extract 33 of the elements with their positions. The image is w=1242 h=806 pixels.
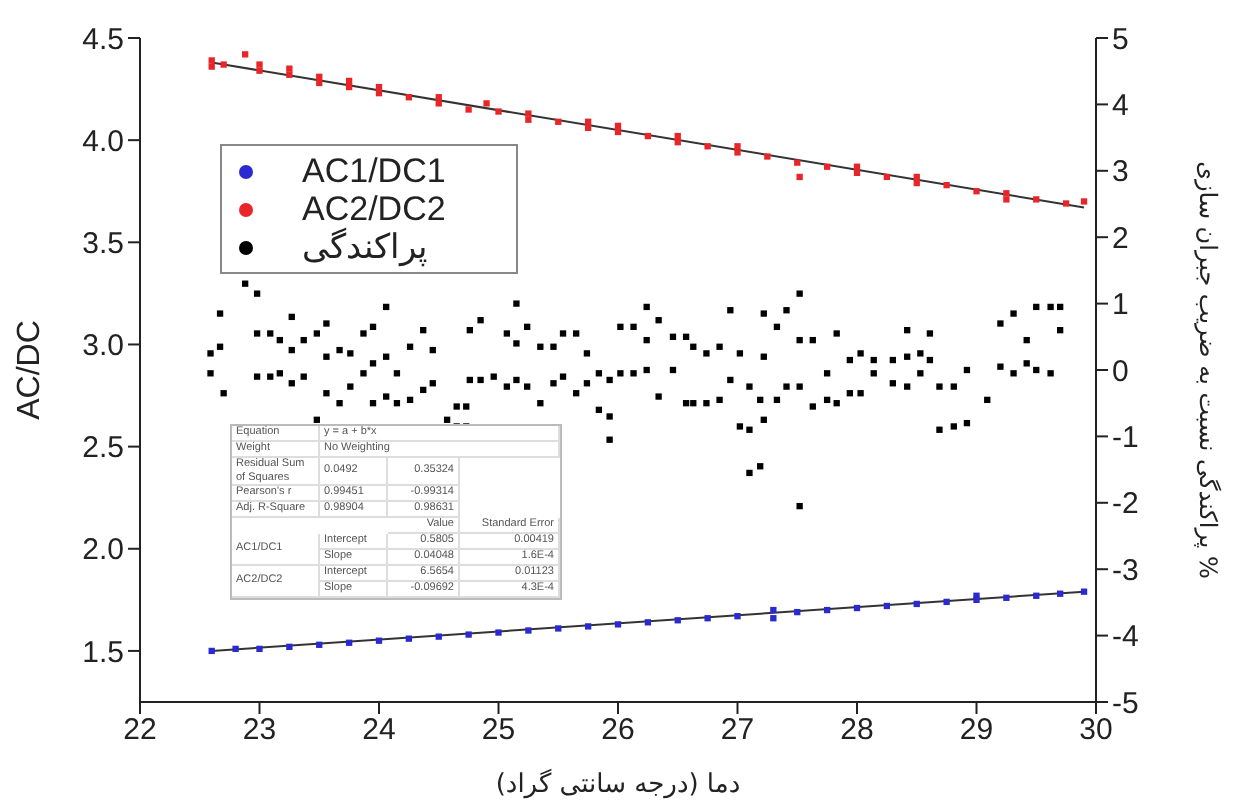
y2-tick-label: 1: [1112, 288, 1129, 323]
x-tick-label: 25: [481, 713, 516, 748]
y2-tick-label: 4: [1112, 89, 1129, 124]
y-tick-label: 2.0: [82, 533, 124, 568]
y-tick-label: 3.5: [82, 226, 124, 261]
y2-tick-label: -4: [1112, 620, 1139, 655]
y2-tick-label: 2: [1112, 221, 1129, 256]
y2-tick-label: -3: [1112, 553, 1139, 588]
y-tick-label: 1.5: [82, 635, 124, 670]
x-tick-label: 27: [720, 713, 755, 748]
y2-tick-label: 5: [1112, 22, 1129, 57]
x-tick-label: 30: [1079, 713, 1113, 748]
x-axis-title: دما (درجه سانتی گراد): [495, 768, 741, 800]
x-tick-label: 23: [242, 713, 277, 748]
y-tick-label: 4.0: [82, 124, 124, 159]
legend-label: AC1/DC1: [302, 151, 446, 191]
x-tick-label: 26: [601, 713, 635, 748]
legend-label: پراکندگی: [302, 226, 428, 268]
x-tick-label: 24: [362, 713, 396, 748]
y-tick-label: 2.5: [82, 431, 124, 466]
y2-tick-label: -5: [1112, 686, 1139, 721]
y2-tick-label: 3: [1112, 155, 1129, 190]
x-tick-label: 28: [840, 713, 874, 748]
y2-tick-label: 0: [1112, 354, 1129, 389]
y2-axis-title: پراکندگی نسبت به ضریب جبران سازی %: [1193, 161, 1222, 579]
y2-tick-label: -1: [1112, 421, 1139, 456]
y-tick-label: 4.5: [82, 22, 124, 57]
legend-label: AC2/DC2: [302, 189, 446, 227]
y-tick-label: 3.0: [82, 329, 124, 364]
x-tick-label: 29: [959, 713, 994, 748]
x-tick-label: 22: [123, 713, 157, 748]
y-axis-title: AC/DC: [13, 320, 48, 420]
y2-tick-label: -2: [1112, 487, 1139, 522]
